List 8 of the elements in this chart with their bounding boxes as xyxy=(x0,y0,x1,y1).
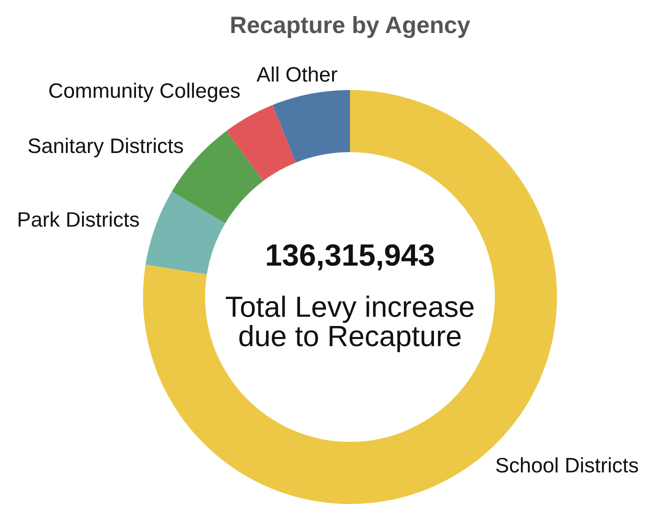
slice-label: Park Districts xyxy=(18,212,139,227)
slice-label: Sanitary Districts xyxy=(28,138,183,158)
chart-title: Recapture by Agency xyxy=(231,16,470,38)
slice-label: All Other xyxy=(256,66,338,82)
slice-label: Community Colleges xyxy=(49,82,240,102)
slice-label: School Districts xyxy=(496,457,638,473)
text: 136,315,943 xyxy=(266,244,434,270)
text: Total Levy increase due to Recapture xyxy=(226,296,474,352)
